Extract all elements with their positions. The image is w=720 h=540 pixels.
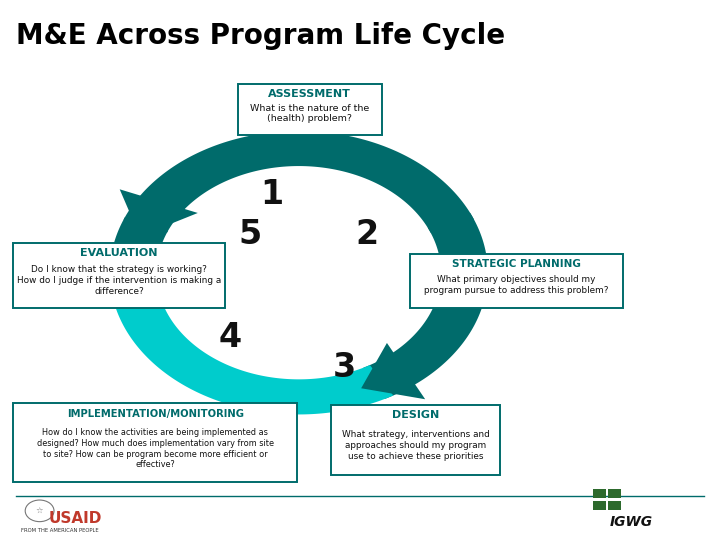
Polygon shape bbox=[364, 213, 487, 399]
Text: STRATEGIC PLANNING: STRATEGIC PLANNING bbox=[452, 259, 581, 269]
Bar bbox=[593, 489, 606, 498]
Polygon shape bbox=[90, 250, 174, 287]
Bar bbox=[238, 84, 382, 135]
Polygon shape bbox=[124, 131, 474, 233]
Text: USAID: USAID bbox=[49, 511, 102, 526]
Bar bbox=[13, 243, 225, 308]
Bar bbox=[608, 501, 621, 510]
Text: How do I know the activities are being implemented as
designed? How much does im: How do I know the activities are being i… bbox=[37, 428, 274, 469]
Text: IMPLEMENTATION/MONITORING: IMPLEMENTATION/MONITORING bbox=[67, 409, 243, 419]
Polygon shape bbox=[120, 190, 198, 236]
Text: What is the nature of the
(health) problem?: What is the nature of the (health) probl… bbox=[250, 104, 369, 123]
Polygon shape bbox=[92, 266, 176, 305]
Bar bbox=[410, 254, 623, 308]
Text: 1: 1 bbox=[261, 178, 284, 211]
Text: M&E Across Program Life Cycle: M&E Across Program Life Cycle bbox=[16, 22, 505, 50]
Text: What primary objectives should my
program pursue to address this problem?: What primary objectives should my progra… bbox=[424, 275, 609, 295]
Bar bbox=[593, 501, 606, 510]
Text: ☆: ☆ bbox=[36, 507, 43, 515]
Text: What strategy, interventions and
approaches should my program
use to achieve the: What strategy, interventions and approac… bbox=[342, 430, 490, 461]
Text: FROM THE AMERICAN PEOPLE: FROM THE AMERICAN PEOPLE bbox=[21, 528, 99, 534]
Bar bbox=[331, 405, 500, 475]
Text: 3: 3 bbox=[333, 350, 356, 384]
Text: 5: 5 bbox=[239, 218, 262, 252]
Polygon shape bbox=[110, 217, 168, 278]
Text: 4: 4 bbox=[219, 321, 242, 354]
Bar bbox=[608, 489, 621, 498]
Polygon shape bbox=[361, 343, 426, 399]
Text: IGWG: IGWG bbox=[610, 515, 653, 529]
Text: 2: 2 bbox=[356, 218, 379, 252]
Text: EVALUATION: EVALUATION bbox=[81, 248, 158, 259]
Bar bbox=[13, 403, 297, 482]
Text: DESIGN: DESIGN bbox=[392, 410, 439, 421]
Text: ASSESSMENT: ASSESSMENT bbox=[268, 89, 351, 99]
Text: Do I know that the strategy is working?
How do I judge if the intervention is ma: Do I know that the strategy is working? … bbox=[17, 265, 221, 296]
Polygon shape bbox=[110, 276, 393, 414]
